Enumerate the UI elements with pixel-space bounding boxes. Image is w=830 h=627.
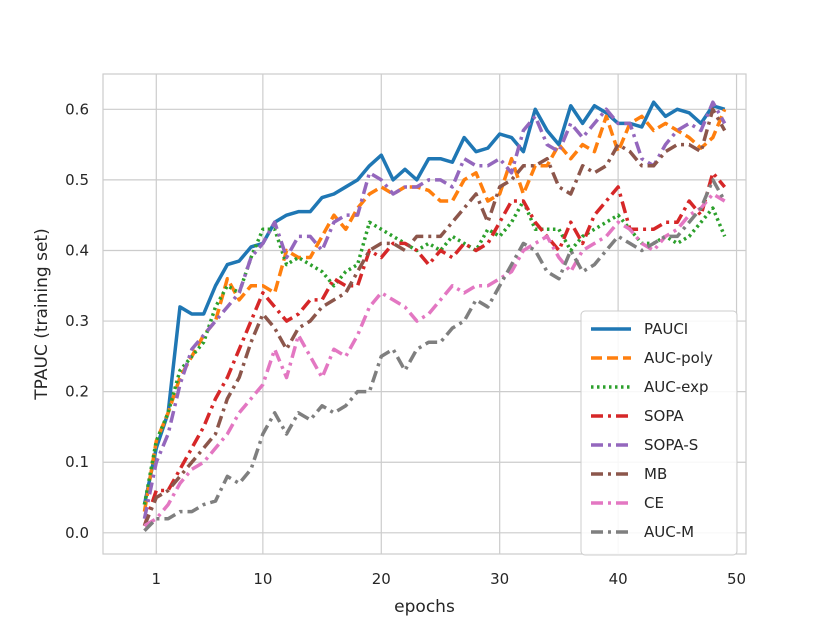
x-axis-title: epochs bbox=[394, 597, 455, 617]
legend-label-auc-m: AUC-M bbox=[644, 523, 694, 541]
y-tick-label: 0.5 bbox=[65, 171, 89, 189]
x-tick-label: 40 bbox=[609, 570, 628, 588]
legend-label-sopa: SOPA bbox=[644, 407, 684, 425]
x-tick-label: 50 bbox=[727, 570, 746, 588]
y-axis-title: TPAUC (training set) bbox=[32, 228, 52, 400]
series-line-sopa-s bbox=[142, 100, 727, 520]
y-tick-label: 0.4 bbox=[65, 241, 89, 259]
legend-label-sopa-s: SOPA-S bbox=[644, 436, 698, 454]
tick-labels: 1 10 20 30 40 50 0.0 0.1 0.2 0.3 0.4 0.5 0.6 bbox=[65, 100, 746, 588]
series-line-auc-poly bbox=[142, 108, 727, 512]
series-line-ce bbox=[143, 192, 726, 528]
y-tick-label: 0.2 bbox=[65, 383, 89, 401]
x-tick-label: 10 bbox=[253, 570, 272, 588]
series-line-mb bbox=[142, 107, 727, 527]
y-tick-label: 0.1 bbox=[65, 453, 89, 471]
legend-label-auc-poly: AUC-poly bbox=[644, 349, 713, 367]
y-tick-label: 0.0 bbox=[65, 524, 89, 542]
series-line-auc-m bbox=[143, 178, 727, 532]
y-tick-label: 0.3 bbox=[65, 312, 89, 330]
legend-frame bbox=[580, 310, 738, 556]
legend-label-ce: CE bbox=[644, 494, 664, 512]
x-tick-label: 30 bbox=[490, 570, 509, 588]
legend-label-pauci: PAUCI bbox=[644, 320, 688, 338]
legend: PAUCI AUC-poly AUC-exp SOPA SOPA-S MB CE AUC-M bbox=[580, 310, 738, 556]
y-tick-label: 0.6 bbox=[65, 100, 89, 118]
series-lines bbox=[142, 100, 727, 532]
legend-label-auc-exp: AUC-exp bbox=[644, 378, 709, 396]
legend-label-mb: MB bbox=[644, 465, 667, 483]
x-tick-label: 1 bbox=[152, 570, 162, 588]
x-tick-label: 20 bbox=[372, 570, 391, 588]
